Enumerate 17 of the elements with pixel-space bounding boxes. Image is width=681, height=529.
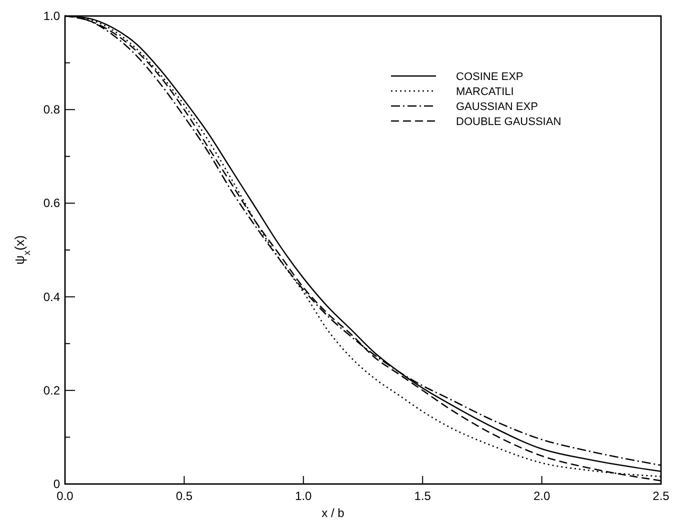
legend-label: COSINE EXP: [456, 71, 524, 83]
x-axis-title: x / b: [322, 506, 345, 520]
y-tick-label: 0: [53, 477, 60, 491]
x-tick-label: 2.5: [652, 489, 670, 503]
legend-label: GAUSSIAN EXP: [456, 101, 538, 113]
x-tick-label: 0.5: [176, 489, 193, 503]
legend-label: MARCATILI: [456, 86, 514, 98]
x-tick-label: 1.5: [414, 489, 432, 503]
y-tick-label: 0.6: [43, 196, 60, 210]
y-tick-label: 1.0: [43, 9, 60, 23]
x-tick-label: 1.0: [295, 489, 312, 503]
x-tick-label: 0.0: [56, 489, 74, 503]
y-tick-label: 0.2: [43, 383, 60, 398]
y-tick-label: 0.8: [43, 102, 60, 117]
x-tick-label: 2.0: [533, 489, 550, 503]
legend-label: DOUBLE GAUSSIAN: [456, 116, 562, 128]
y-tick-label: 0.4: [43, 290, 60, 304]
